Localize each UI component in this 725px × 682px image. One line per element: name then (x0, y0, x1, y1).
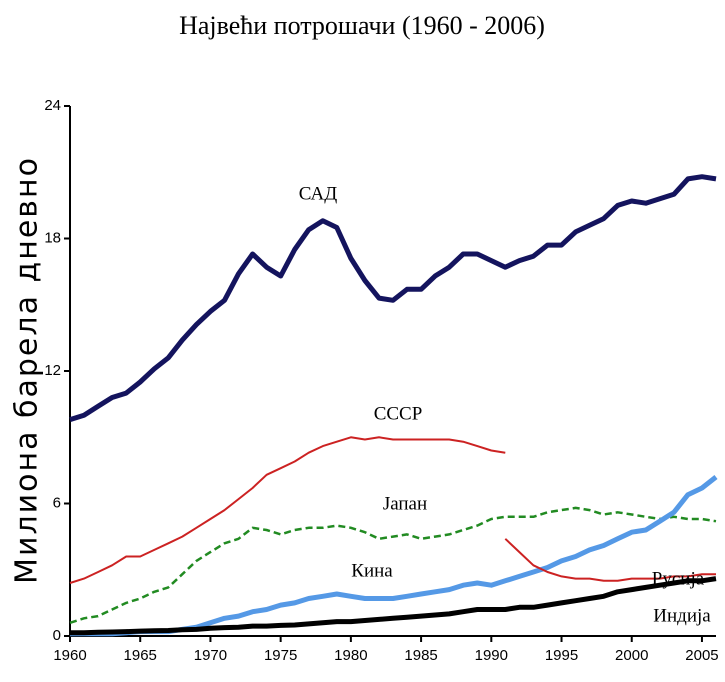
x-tick-label: 1970 (194, 647, 227, 664)
series-line (70, 576, 717, 636)
chart-title: Највећи потрошачи (1960 - 2006) (179, 11, 545, 40)
y-tick-label: 24 (44, 97, 61, 114)
x-tick-label: 1980 (334, 647, 367, 664)
x-tick-label: 1990 (475, 647, 508, 664)
series-label: САД (299, 183, 337, 204)
series-line (69, 174, 717, 422)
series-line (69, 436, 506, 584)
series-label: Јапан (383, 493, 427, 514)
x-tick-label: 1965 (124, 647, 157, 664)
series-line (504, 538, 716, 582)
y-tick-label: 6 (53, 494, 61, 511)
series-line (69, 506, 717, 624)
x-tick-label: 1960 (53, 647, 86, 664)
series-label: СССР (374, 403, 423, 424)
y-tick-label: 18 (44, 229, 61, 246)
x-tick-label: 2005 (685, 647, 718, 664)
y-axis-label: Милиона барела дневно (10, 156, 45, 584)
y-tick-label: 0 (53, 627, 61, 644)
y-tick-label: 12 (44, 362, 61, 379)
x-tick-label: 2000 (615, 647, 648, 664)
x-tick-label: 1975 (264, 647, 297, 664)
series-label: Кина (351, 560, 393, 581)
series-label: Индија (653, 605, 711, 626)
x-tick-label: 1995 (545, 647, 578, 664)
x-tick-label: 1985 (404, 647, 437, 664)
